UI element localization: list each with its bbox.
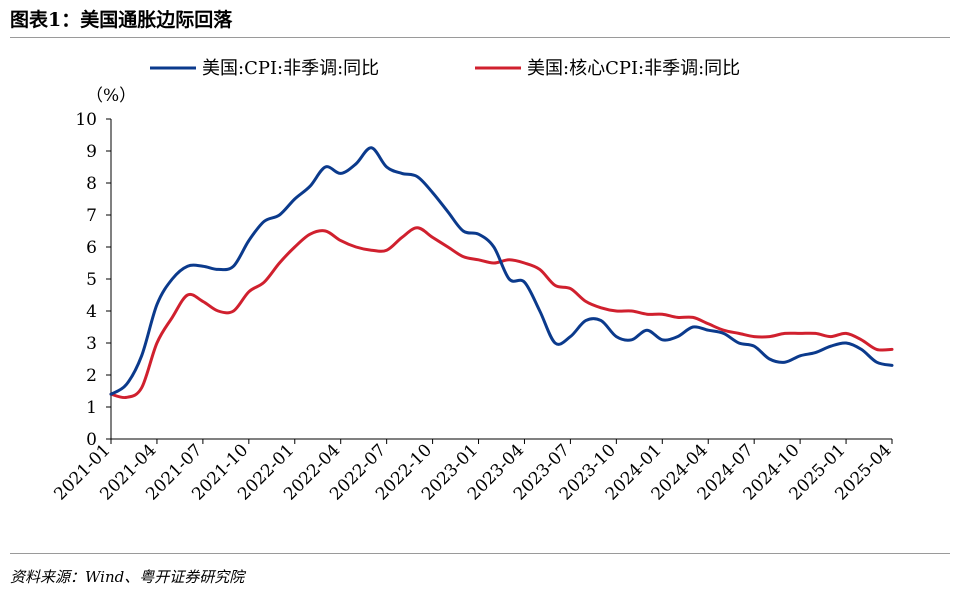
y-tick-label: 6 [86, 238, 97, 258]
y-tick-label: 0 [86, 430, 97, 450]
series-line-core-cpi [109, 226, 894, 400]
y-tick-label: 3 [86, 334, 97, 354]
legend-label-core-cpi: 美国:核心CPI:非季调:同比 [527, 58, 740, 79]
y-tick-label: 9 [86, 142, 97, 162]
figure-title: 图表1：美国通胀边际回落 [10, 9, 233, 31]
y-tick-label: 1 [86, 398, 97, 418]
cpi-line-chart: 美国:CPI:非季调:同比 美国:核心CPI:非季调:同比 （%） 0 1 2 3 4 5 6… [50, 58, 895, 504]
y-tick-label: 10 [75, 110, 97, 130]
legend-label-cpi: 美国:CPI:非季调:同比 [202, 58, 379, 79]
y-tick-label: 8 [86, 174, 97, 194]
y-tick-label: 7 [86, 206, 97, 226]
top-divider [10, 37, 950, 38]
legend: 美国:CPI:非季调:同比 美国:核心CPI:非季调:同比 [150, 58, 740, 79]
series-layer [109, 146, 894, 400]
y-tick-label: 5 [86, 270, 97, 290]
y-unit-label: （%） [86, 86, 136, 106]
source-note: 资料来源：Wind、粤开证券研究院 [10, 568, 245, 586]
series-line-cpi [109, 146, 894, 396]
y-tick-label: 4 [86, 302, 97, 322]
bottom-divider [10, 553, 950, 554]
y-tick-label: 2 [86, 366, 97, 386]
